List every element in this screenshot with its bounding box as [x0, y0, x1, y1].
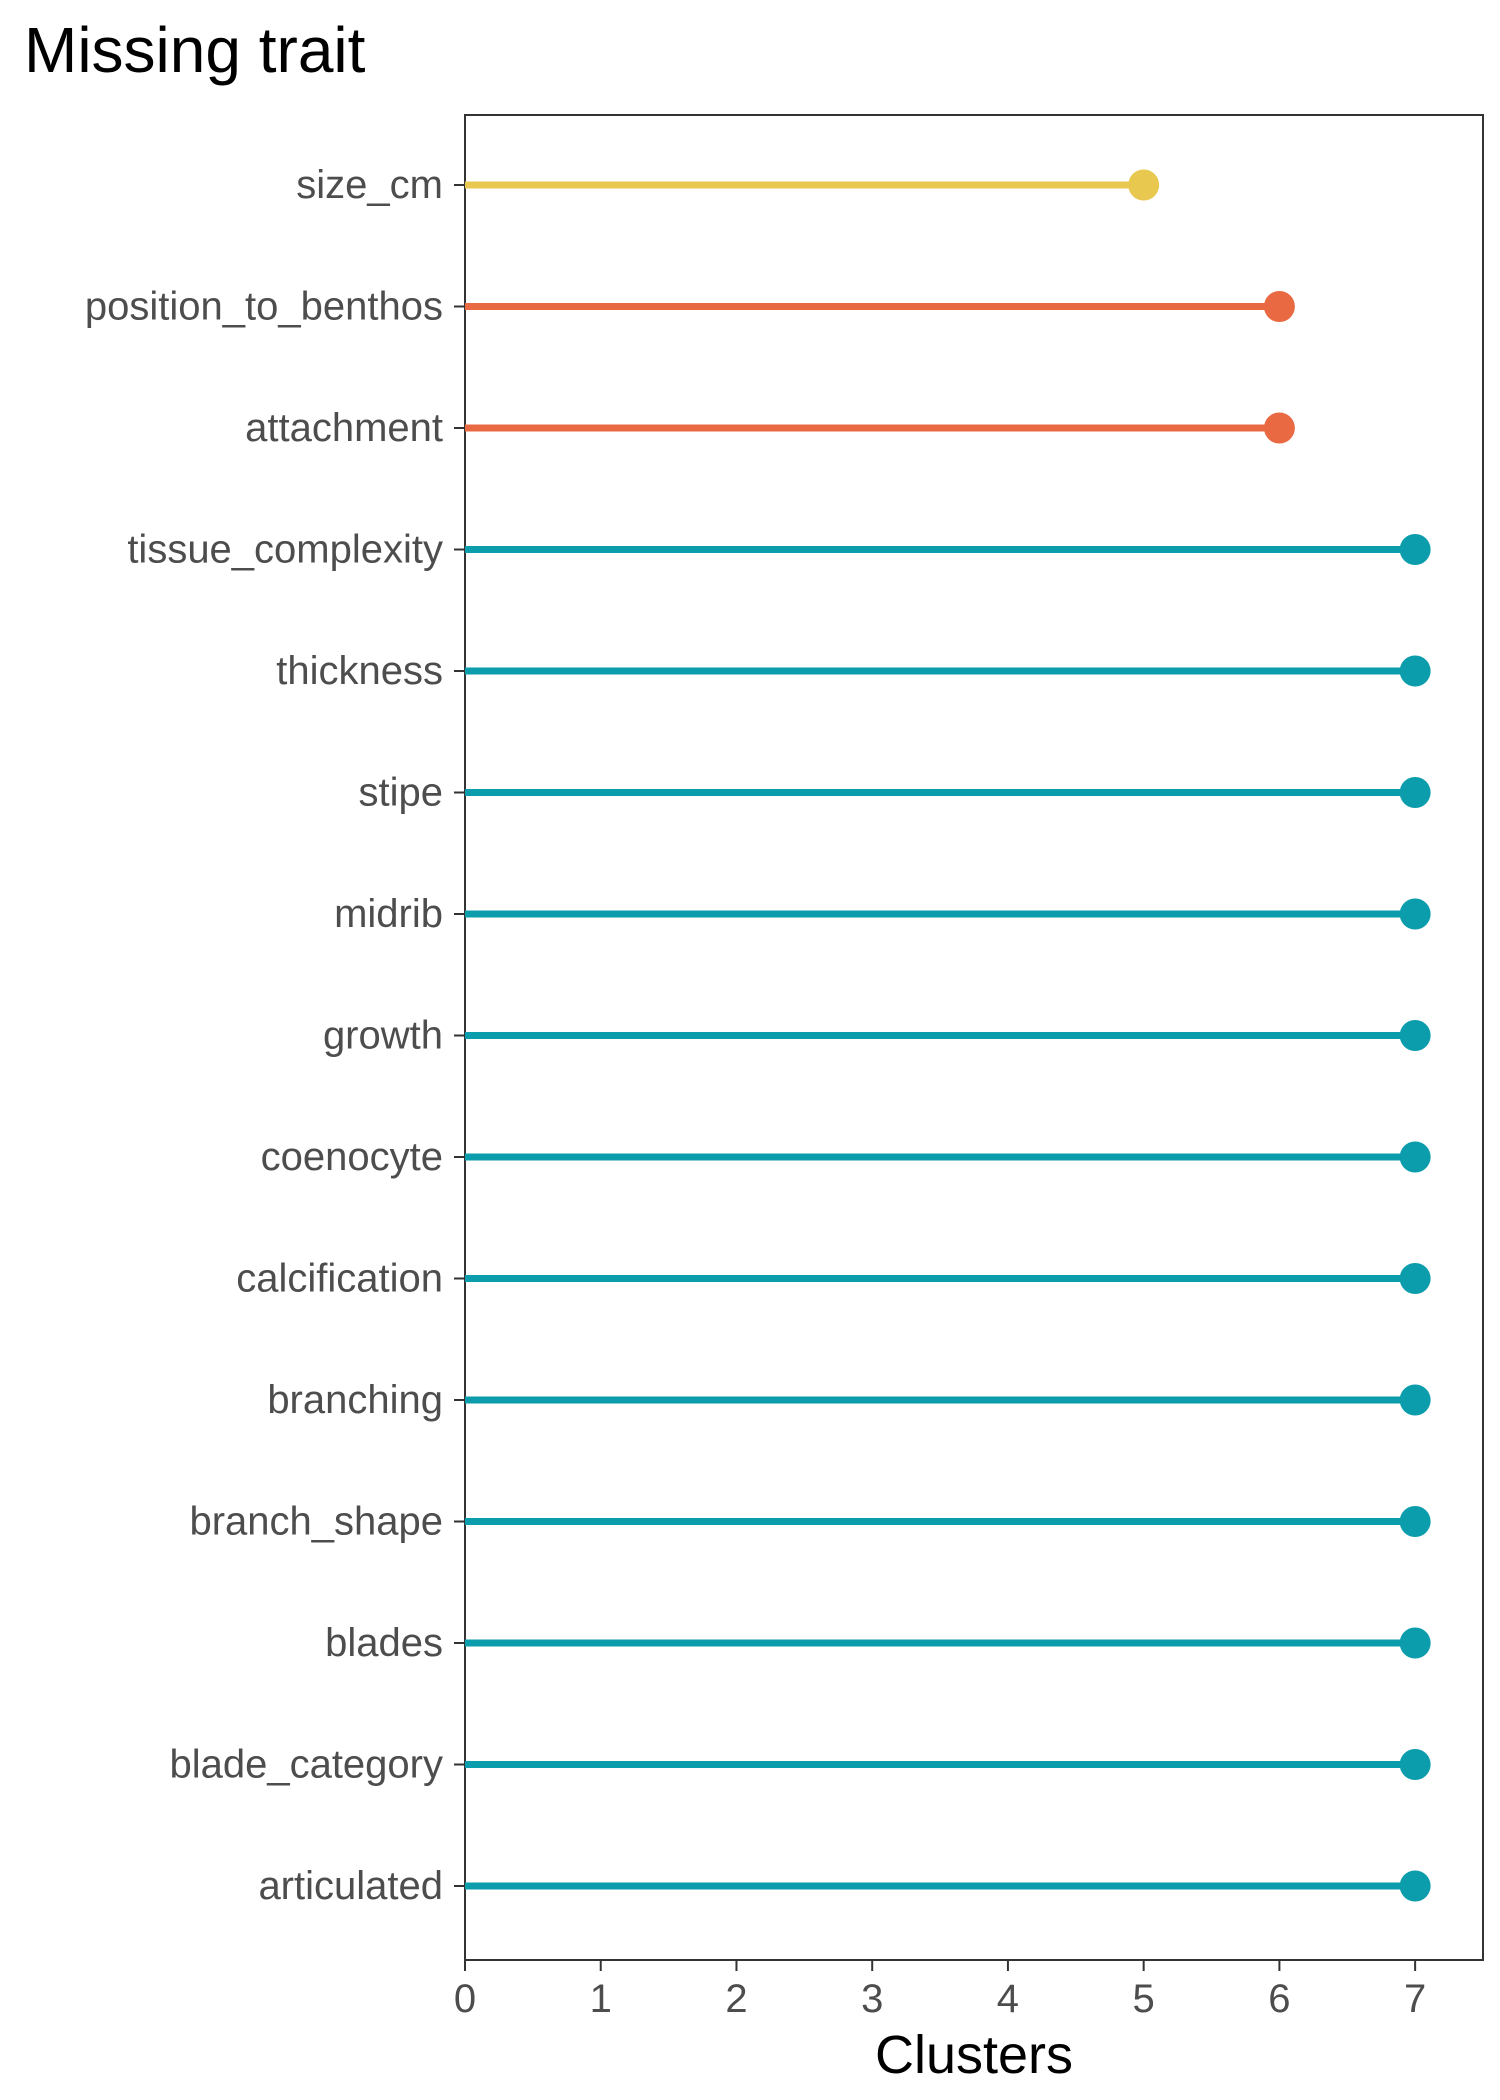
- point-position_to_benthos: [1263, 291, 1295, 322]
- x-tick-label-3: 3: [861, 1977, 883, 2021]
- y-tick-label-midrib: midrib: [334, 892, 443, 936]
- y-tick-label-position_to_benthos: position_to_benthos: [85, 285, 443, 329]
- y-tick-label-calcification: calcification: [236, 1257, 443, 1301]
- point-thickness: [1399, 655, 1431, 687]
- point-blades: [1399, 1627, 1431, 1659]
- y-tick-label-size_cm: size_cm: [296, 163, 443, 207]
- point-size_cm: [1128, 169, 1160, 201]
- y-tick-label-tissue_complexity: tissue_complexity: [127, 528, 443, 572]
- y-axis: size_cm position_to_benthos attachment tiss…: [85, 163, 465, 1908]
- x-tick-label-4: 4: [997, 1977, 1019, 2021]
- series-marks: [465, 169, 1431, 1902]
- x-tick-label-1: 1: [590, 1977, 612, 2021]
- point-calcification: [1399, 1263, 1431, 1294]
- point-stipe: [1399, 777, 1431, 808]
- point-growth: [1399, 1020, 1431, 1051]
- y-tick-label-stipe: stipe: [359, 771, 444, 815]
- y-tick-label-blade_category: blade_category: [169, 1743, 443, 1787]
- y-tick-label-branching: branching: [267, 1378, 443, 1422]
- point-coenocyte: [1399, 1141, 1431, 1173]
- point-midrib: [1399, 898, 1431, 930]
- y-tick-label-articulated: articulated: [258, 1864, 443, 1908]
- point-branch_shape: [1399, 1506, 1431, 1537]
- y-tick-label-growth: growth: [323, 1014, 443, 1058]
- y-tick-label-blades: blades: [325, 1621, 443, 1665]
- y-tick-label-attachment: attachment: [245, 406, 443, 450]
- y-tick-label-thickness: thickness: [276, 649, 443, 693]
- x-tick-label-5: 5: [1133, 1977, 1155, 2021]
- point-blade_category: [1399, 1749, 1431, 1780]
- x-tick-label-0: 0: [454, 1977, 476, 2021]
- point-tissue_complexity: [1399, 534, 1431, 565]
- point-articulated: [1399, 1870, 1431, 1902]
- y-tick-label-coenocyte: coenocyte: [261, 1135, 443, 1179]
- point-branching: [1399, 1384, 1431, 1416]
- x-tick-label-7: 7: [1404, 1977, 1426, 2021]
- point-attachment: [1263, 412, 1295, 444]
- x-tick-label-6: 6: [1268, 1977, 1290, 2021]
- x-axis-title: Clusters: [875, 2025, 1073, 2085]
- chart-title: Missing trait: [24, 14, 366, 86]
- y-tick-label-branch_shape: branch_shape: [189, 1500, 443, 1544]
- x-axis: 0 1 2 3 4 5 6 7: [454, 1960, 1426, 2021]
- x-tick-label-2: 2: [725, 1977, 747, 2021]
